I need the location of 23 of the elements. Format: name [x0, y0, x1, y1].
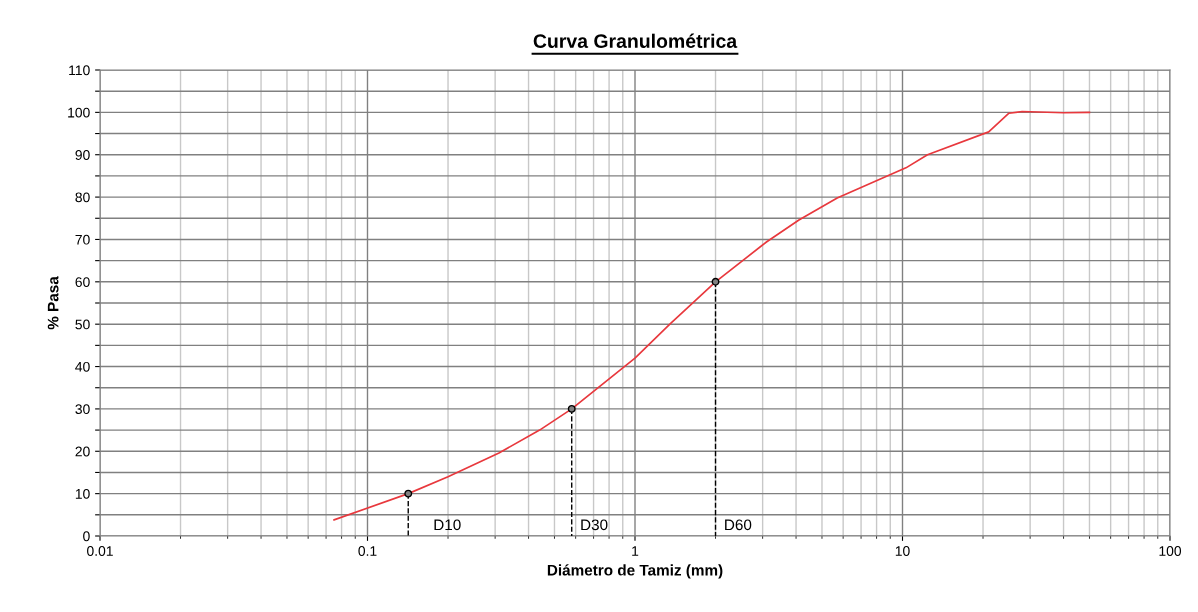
x-tick-label: 0.01: [87, 546, 113, 556]
x-tick-label: 0.1: [358, 546, 377, 556]
annotation: D60: [725, 519, 752, 531]
y-tick-label: 100: [68, 107, 90, 118]
x-axis-title: Diámetro de Tamiz (mm): [547, 564, 723, 579]
annotation: D30: [581, 519, 608, 531]
x-tick-label: 10: [895, 546, 910, 556]
x-tick-label: 1: [632, 546, 639, 556]
y-axis-title: % Pasa: [47, 276, 59, 330]
y-tick-label: 60: [75, 277, 90, 287]
x-tick-label: 100: [1159, 546, 1182, 556]
y-tick-label: 80: [75, 192, 90, 203]
chart-title: Curva Granulométrica: [533, 33, 738, 48]
y-tick-label: 110: [69, 65, 90, 76]
annotation: D10: [434, 519, 461, 531]
y-tick-label: 10: [75, 488, 90, 499]
y-tick-label: 90: [75, 150, 90, 160]
y-tick-label: 50: [75, 319, 90, 330]
y-tick-label: 20: [75, 446, 90, 457]
y-tick-label: 30: [75, 404, 90, 415]
y-tick-label: 0: [83, 531, 90, 542]
y-tick-label: 40: [75, 361, 90, 372]
y-tick-label: 70: [75, 234, 90, 245]
